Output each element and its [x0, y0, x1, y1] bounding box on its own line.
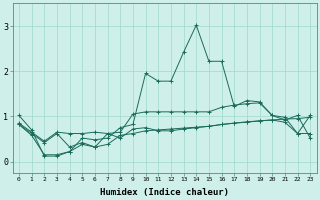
- X-axis label: Humidex (Indice chaleur): Humidex (Indice chaleur): [100, 188, 229, 197]
